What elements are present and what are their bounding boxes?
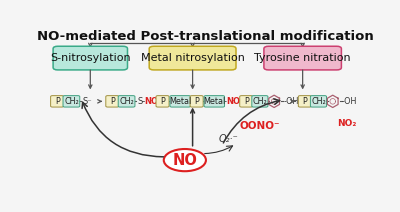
Text: CH₂: CH₂	[119, 97, 134, 106]
FancyBboxPatch shape	[118, 96, 135, 107]
Text: Tyrosine nitration: Tyrosine nitration	[254, 53, 351, 63]
FancyBboxPatch shape	[170, 96, 190, 107]
FancyBboxPatch shape	[190, 96, 203, 107]
Text: NO₂: NO₂	[337, 119, 357, 128]
Text: O₂·⁻: O₂·⁻	[218, 134, 238, 144]
Text: -: -	[223, 97, 226, 106]
FancyBboxPatch shape	[264, 46, 341, 70]
FancyBboxPatch shape	[310, 96, 326, 107]
Text: P: P	[302, 97, 307, 106]
Text: NO: NO	[172, 153, 197, 168]
FancyBboxPatch shape	[240, 96, 253, 107]
Text: CH₂: CH₂	[311, 97, 326, 106]
Text: CH₂: CH₂	[64, 97, 79, 106]
Text: S-: S-	[138, 97, 146, 106]
Text: CH₂: CH₂	[252, 97, 267, 106]
Text: P: P	[194, 97, 199, 106]
Text: NO-mediated Post-translational modification: NO-mediated Post-translational modificat…	[37, 29, 373, 43]
Circle shape	[164, 149, 206, 171]
FancyBboxPatch shape	[106, 96, 119, 107]
Text: P: P	[160, 97, 165, 106]
FancyBboxPatch shape	[149, 46, 236, 70]
Text: P: P	[55, 97, 60, 106]
Text: S⁻: S⁻	[82, 97, 92, 106]
Text: -OH: -OH	[284, 97, 299, 106]
Text: Metal: Metal	[169, 97, 191, 106]
Text: P: P	[244, 97, 249, 106]
Text: -OH: -OH	[342, 97, 357, 106]
FancyBboxPatch shape	[63, 96, 80, 107]
FancyBboxPatch shape	[53, 46, 128, 70]
FancyBboxPatch shape	[156, 96, 169, 107]
FancyBboxPatch shape	[252, 96, 268, 107]
Text: P: P	[110, 97, 115, 106]
Text: NO: NO	[144, 97, 158, 106]
FancyBboxPatch shape	[298, 96, 311, 107]
FancyBboxPatch shape	[204, 96, 224, 107]
Text: S-nitrosylation: S-nitrosylation	[50, 53, 131, 63]
Text: Metal: Metal	[203, 97, 226, 106]
FancyBboxPatch shape	[51, 96, 64, 107]
Text: NO: NO	[226, 97, 240, 106]
Text: Metal nitrosylation: Metal nitrosylation	[141, 53, 244, 63]
Text: OONO⁻: OONO⁻	[239, 121, 280, 131]
